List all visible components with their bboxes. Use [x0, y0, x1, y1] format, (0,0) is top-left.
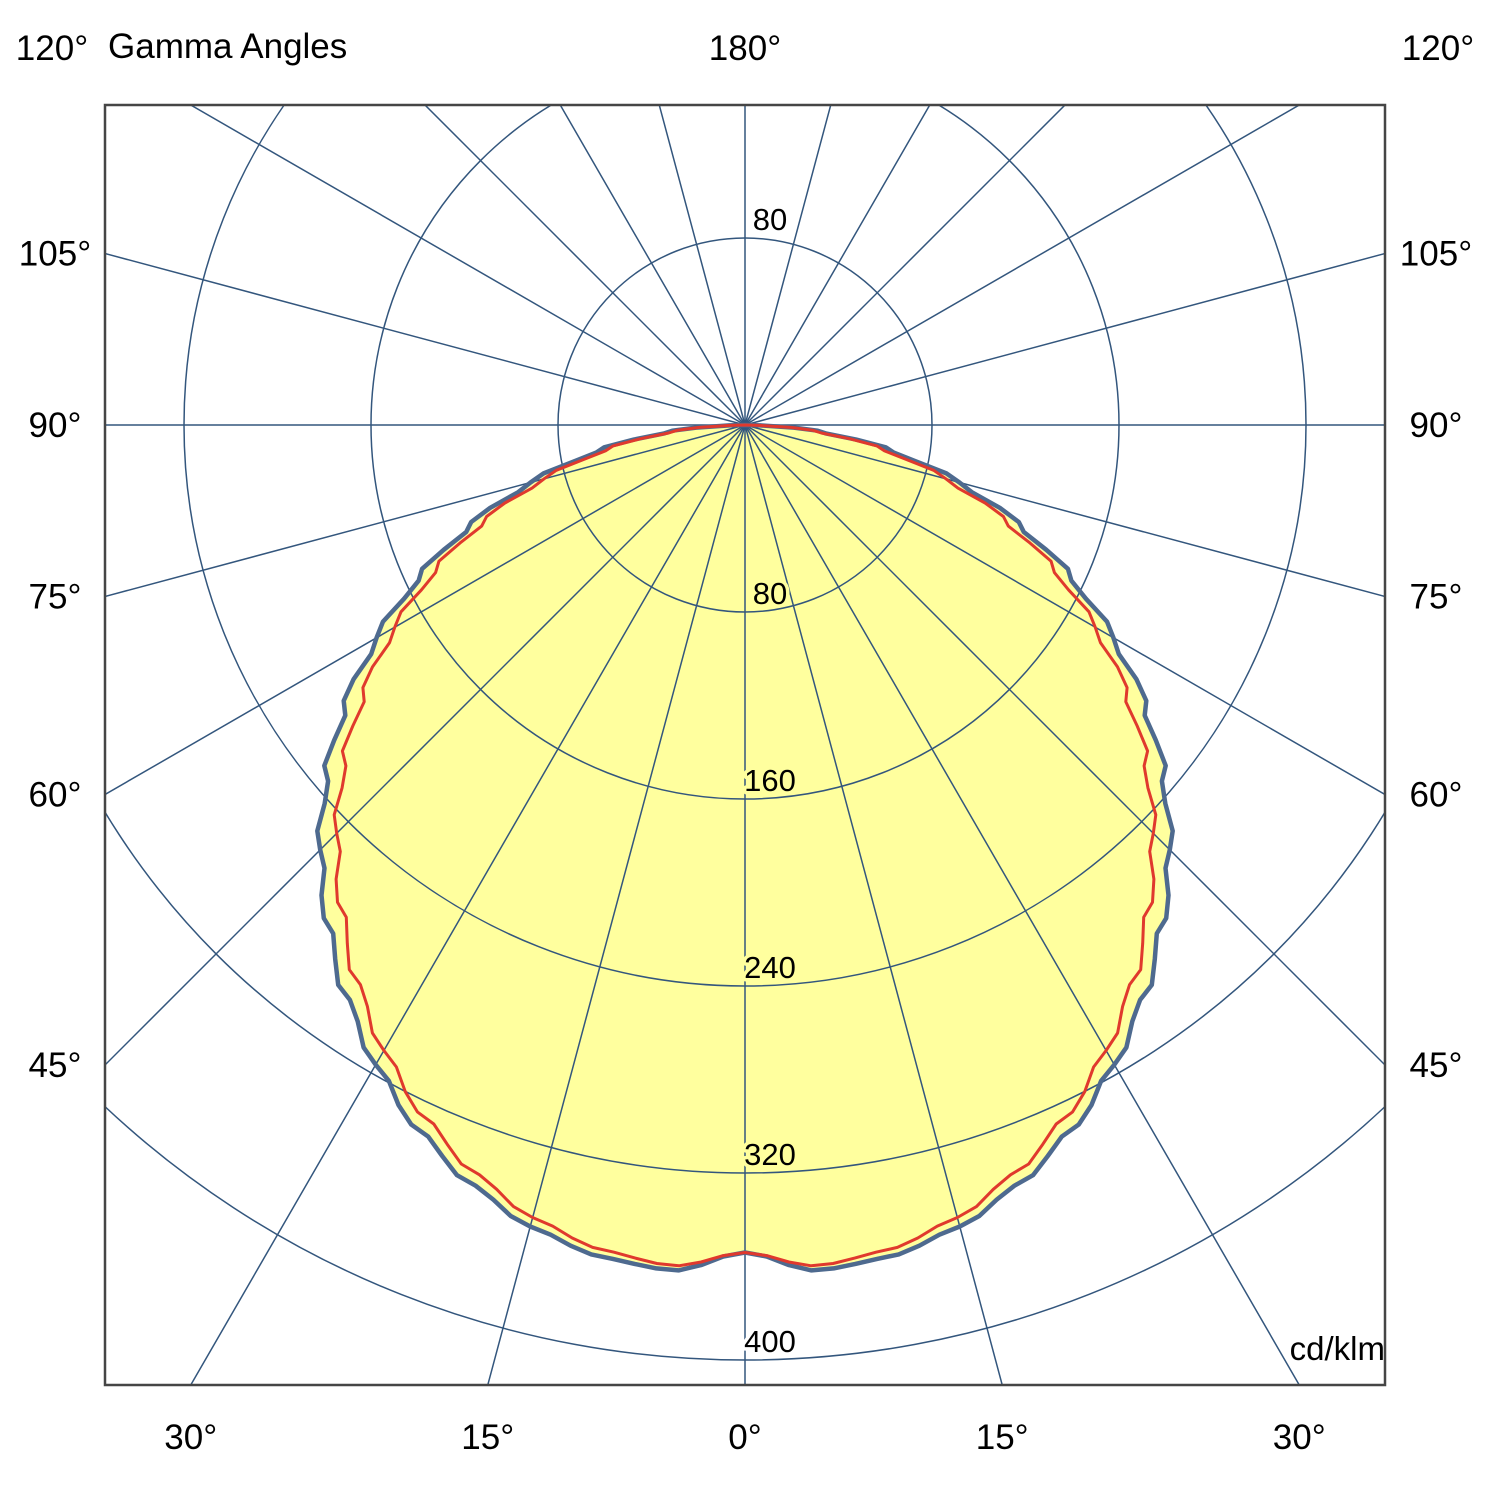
grid-radial-right-45: [744, 424, 1385, 1067]
grid-radial-right-165: [744, 105, 832, 426]
grid-radial-left-45: [105, 424, 746, 1067]
grid-radial-right-60: [744, 424, 1385, 796]
plot-border: [103, 103, 1387, 1387]
grid-radial-left-60: [105, 424, 746, 796]
gamma-label-left-90: 90°: [29, 406, 82, 445]
grid-radial-right-30: [744, 424, 1301, 1385]
ring-label-320: 320: [744, 1137, 796, 1172]
gamma-label-left-45: 45°: [29, 1046, 82, 1085]
gamma-label-bottom-0: 0°: [728, 1418, 761, 1457]
grid-radial-right-105: [744, 252, 1385, 426]
gamma-label-left-60: 60°: [29, 776, 82, 815]
ring-label-80: 80: [753, 576, 787, 611]
gamma-label-left-75: 75°: [29, 577, 82, 616]
gamma-label-right-60: 60°: [1410, 776, 1463, 815]
grid-radial-right-15: [744, 424, 1004, 1385]
ring-label-240: 240: [744, 950, 796, 985]
gamma-label-top-center: 180°: [709, 29, 781, 68]
gamma-label-bottom-right-15: 15°: [976, 1418, 1029, 1457]
gamma-label-right-75: 75°: [1410, 577, 1463, 616]
ring-label-160: 160: [744, 763, 796, 798]
grid-radial-left-15: [486, 424, 746, 1385]
gamma-label-right-105: 105°: [1400, 235, 1472, 274]
ring-label-top-80: 80: [753, 202, 787, 237]
grid-radial-right-120: [744, 105, 1301, 426]
ring-label-400: 400: [744, 1324, 796, 1359]
unit-label: cd/klm: [1289, 1330, 1385, 1367]
grid-radial-right-75: [744, 424, 1385, 598]
gamma-label-bottom-left-30: 30°: [164, 1418, 217, 1457]
grid-radial-left-135: [423, 105, 746, 426]
gamma-label-bottom-left-15: 15°: [461, 1418, 514, 1457]
grid-radial-right-150: [744, 105, 931, 426]
gamma-label-bottom-right-30: 30°: [1273, 1418, 1326, 1457]
gamma-label-top-right: 120°: [1402, 29, 1474, 68]
grid-radial-left-30: [189, 424, 746, 1385]
grid-radial-right-135: [744, 105, 1067, 426]
gamma-label-right-90: 90°: [1410, 406, 1463, 445]
gamma-label-left-105: 105°: [19, 235, 91, 274]
gamma-label-right-45: 45°: [1410, 1046, 1463, 1085]
grid-radial-left-75: [105, 424, 746, 598]
gamma-label-top-left: 120°: [16, 29, 88, 68]
grid-radial-left-105: [105, 252, 746, 426]
grid-radial-left-120: [189, 105, 746, 426]
chart-title: Gamma Angles: [108, 27, 348, 66]
grid-radial-left-150: [559, 105, 746, 426]
grid-radial-left-165: [658, 105, 746, 426]
c90-c270-curve: [332, 423, 1158, 1268]
